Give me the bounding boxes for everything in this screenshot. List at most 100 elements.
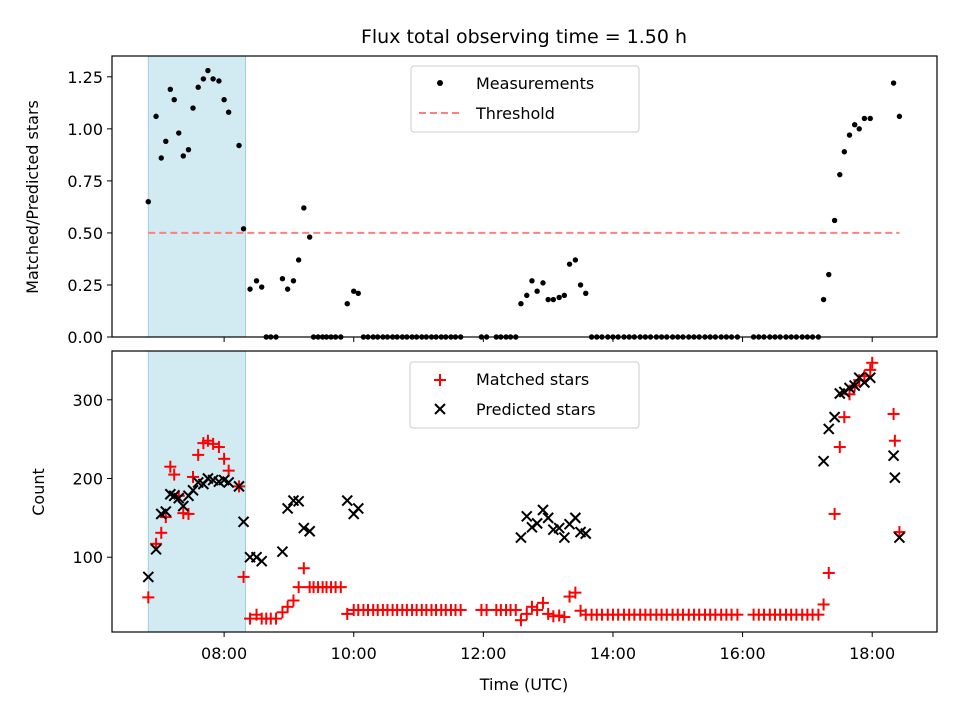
bottom-highlight-band — [147, 350, 247, 633]
x-tick-label: 08:00 — [201, 644, 247, 663]
predicted-star-point — [580, 527, 592, 540]
matched-star-point — [218, 452, 231, 465]
measurement-point — [180, 153, 186, 159]
top-y-axis-label: Matched/Predicted stars — [23, 100, 42, 294]
matched-star-point — [281, 600, 294, 613]
matched-star-point — [287, 594, 300, 607]
predicted-star-point — [515, 531, 527, 544]
measurement-point — [540, 280, 546, 286]
measurement-point — [534, 288, 540, 294]
legend-label-threshold: Threshold — [475, 104, 555, 123]
matched-star-point — [334, 581, 347, 594]
predicted-star-point — [893, 531, 906, 544]
matched-star-point — [558, 611, 571, 624]
top-y-tick-label: 0.50 — [67, 224, 103, 243]
matched-star-point — [542, 607, 555, 620]
predicted-star-point — [281, 502, 294, 515]
predicted-star-point — [817, 455, 830, 467]
top-axes-frame — [111, 55, 938, 338]
bottom-y-tick-label: 300 — [72, 391, 103, 410]
measurement-point — [846, 132, 853, 138]
bottom-y-tick-label: 100 — [72, 548, 103, 567]
matched-star-point — [887, 407, 900, 420]
measurement-point — [225, 109, 232, 115]
top-y-tick-label: 0.75 — [67, 172, 103, 191]
predicted-star-point — [298, 522, 310, 534]
measurement-point — [253, 278, 260, 284]
matched-star-point — [833, 441, 846, 454]
matched-star-point — [150, 537, 163, 550]
legend-label-matched-stars: Matched stars — [476, 370, 589, 389]
top-y-tick-label: 1.00 — [67, 120, 103, 139]
predicted-star-point — [233, 480, 245, 493]
predicted-star-point — [177, 500, 189, 512]
measurement-point — [195, 84, 201, 90]
matched-star-point — [168, 468, 181, 481]
measurement-point — [185, 146, 192, 153]
x-tick-label: 10:00 — [331, 644, 377, 663]
predicted-star-point — [292, 495, 305, 508]
matched-star-point — [514, 614, 527, 627]
predicted-star-point — [537, 504, 549, 516]
measurement-point — [247, 286, 253, 292]
matched-star-point — [828, 507, 841, 520]
measurement-point — [518, 300, 524, 307]
predicted-star-point — [173, 492, 185, 504]
measurement-point — [572, 257, 579, 263]
measurement-point — [841, 149, 848, 155]
measurement-point — [831, 217, 838, 224]
bottom-legend: Matched stars Predicted stars — [409, 361, 640, 429]
legend-marker-predicted-stars — [434, 403, 446, 415]
measurement-point — [820, 296, 827, 303]
measurement-point — [529, 278, 535, 284]
measurement-point — [200, 76, 207, 82]
x-tick-label: 12:00 — [460, 644, 506, 663]
legend-marker-measurements — [437, 80, 443, 86]
matched-star-point — [276, 606, 289, 619]
x-tick-label: 16:00 — [720, 644, 766, 663]
measurement-point — [856, 126, 862, 132]
top-panel: 0.00 0.25 0.50 0.75 1.00 1.25 Matched/Predict… — [23, 55, 938, 347]
predicted-star-point — [150, 543, 162, 556]
measurement-point — [577, 282, 584, 288]
measurement-point — [158, 155, 164, 161]
matched-star-point — [269, 612, 282, 625]
measurement-point — [290, 278, 297, 284]
matched-star-point — [164, 460, 177, 473]
matched-star-point — [893, 526, 906, 539]
predicted-star-point — [848, 379, 861, 392]
measurement-point — [236, 142, 242, 149]
measurement-point — [153, 113, 159, 120]
measurement-point — [583, 290, 589, 296]
legend-marker-matched-stars — [434, 374, 446, 386]
top-y-tick-label: 0.25 — [67, 276, 103, 295]
measurement-point — [837, 171, 843, 178]
matched-star-point — [454, 603, 467, 616]
bottom-axes-frame — [111, 350, 938, 633]
matched-star-point — [192, 448, 205, 461]
matched-star-point — [531, 603, 544, 616]
matched-star-point — [341, 607, 354, 620]
measurement-point — [355, 290, 361, 296]
top-legend: Measurements Threshold — [410, 65, 640, 133]
x-tick-label: 14:00 — [590, 644, 636, 663]
measurement-point — [867, 115, 873, 122]
matched-star-point — [888, 434, 901, 447]
matched-star-point — [509, 603, 522, 616]
top-y-tick-label: 1.25 — [67, 68, 103, 87]
matched-star-point — [569, 586, 582, 599]
measurement-point — [826, 271, 832, 278]
matched-star-point — [822, 566, 835, 579]
x-tick-label: 18:00 — [849, 644, 895, 663]
measurement-point — [259, 284, 265, 290]
measurement-point — [890, 80, 897, 86]
measurement-point — [896, 113, 903, 120]
matched-star-point — [187, 470, 200, 483]
predicted-star-point — [276, 546, 289, 558]
predicted-star-point — [823, 423, 835, 435]
matched-star-point — [297, 562, 310, 575]
matched-star-point — [731, 608, 744, 621]
measurement-point — [190, 105, 196, 111]
matched-star-point — [536, 596, 549, 609]
